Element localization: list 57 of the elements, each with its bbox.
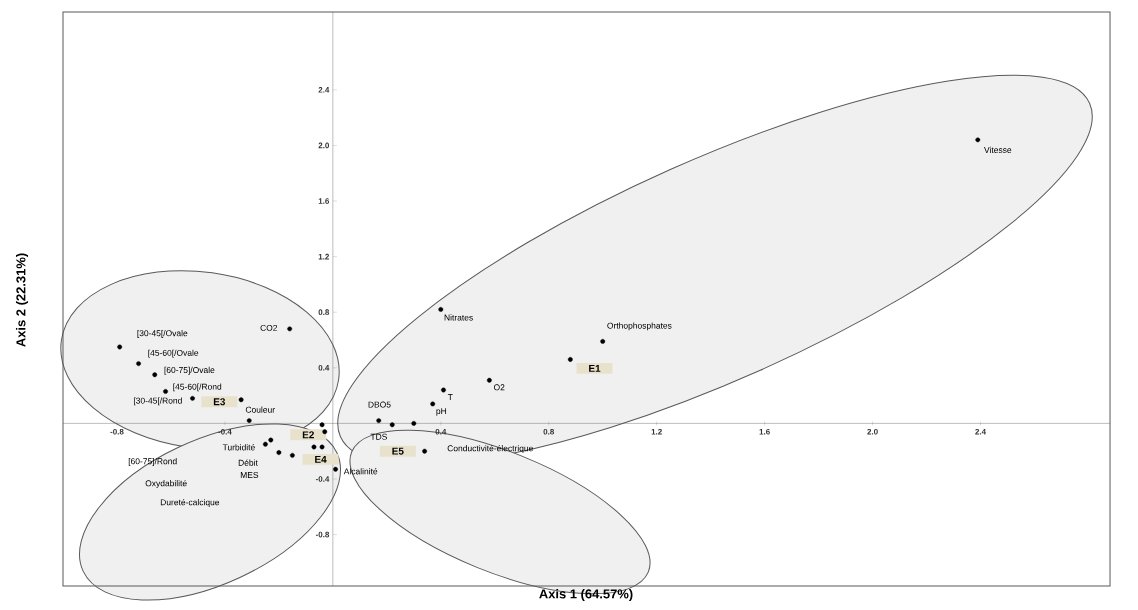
annotation: O2: [493, 384, 505, 391]
annotation: Vitesse: [984, 146, 1012, 153]
point: [152, 372, 158, 377]
point: [276, 449, 282, 455]
annotation: E2: [302, 431, 314, 439]
point: [567, 356, 573, 362]
point: [389, 422, 395, 427]
y-axis-title: Axis 2 (22.31%): [15, 253, 29, 347]
point: [430, 401, 436, 407]
annotation: Orthophosphates: [607, 322, 672, 331]
point: [441, 387, 446, 393]
annotation: E5: [392, 447, 404, 455]
annotation: MES: [240, 471, 259, 478]
annotation: E3: [213, 398, 226, 406]
point: [311, 444, 317, 450]
annotation: TDS: [370, 433, 387, 440]
point: [438, 306, 444, 312]
annotation: pH: [436, 407, 447, 416]
point: [411, 420, 417, 426]
annotation: [60-75]/Ovale: [164, 366, 215, 375]
point: [246, 418, 252, 423]
annotation: [45-60[/Rond: [173, 383, 222, 392]
annotation: [30-45[/Ovale: [137, 329, 188, 338]
annotation: CO2: [260, 324, 278, 331]
annotation: E4: [315, 455, 327, 463]
point: [975, 137, 981, 143]
annotation: E1: [589, 364, 601, 372]
point: [376, 418, 382, 423]
point: [600, 338, 606, 344]
point: [322, 429, 328, 434]
point: [136, 361, 141, 366]
annotation: [60-75]/Rond: [128, 457, 177, 466]
point: [117, 344, 123, 350]
annotation: Oxydabilité: [145, 479, 187, 488]
point: [287, 326, 293, 332]
annotation: [30-45[/Rond: [133, 397, 182, 406]
point: [190, 395, 195, 401]
annotation: Alcalinité: [343, 467, 378, 475]
annotation: T: [447, 393, 453, 400]
annotation: [45-60[/Ovale: [148, 349, 199, 358]
annotation: DBO5: [368, 401, 391, 408]
annotation: Débit: [238, 459, 258, 466]
point: [289, 452, 295, 458]
annotation: Couleur: [245, 406, 275, 413]
x-axis-title: Axis 1 (64.57%): [539, 588, 633, 601]
point: [319, 444, 325, 450]
annotation: Nitrates: [444, 314, 473, 321]
point: [238, 397, 244, 402]
point: [163, 388, 168, 394]
point: [268, 437, 274, 443]
point: [333, 466, 338, 472]
annotation: Dureté-calcique: [160, 498, 220, 507]
point: [486, 377, 492, 383]
point: [422, 448, 428, 454]
point: [319, 422, 325, 427]
annotation: Turbidité: [222, 443, 255, 451]
point: [262, 441, 268, 447]
